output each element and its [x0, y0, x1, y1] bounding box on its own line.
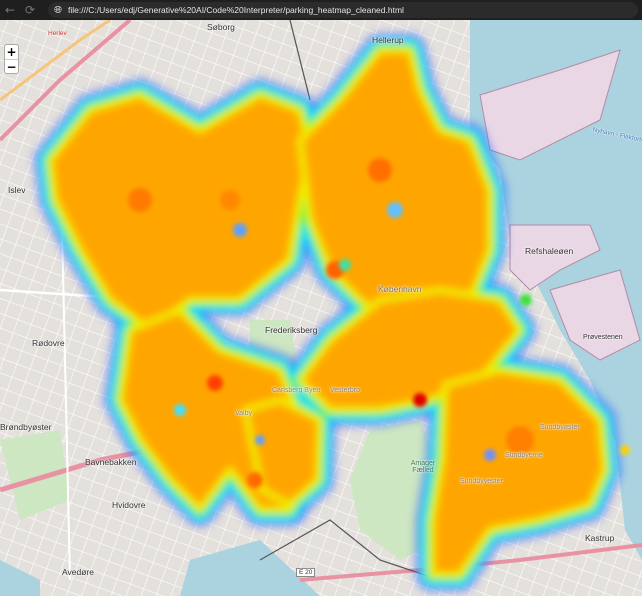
place-label: Prøvestenen	[583, 334, 623, 341]
place-label: Sundbyvester	[460, 478, 503, 485]
place-label: Islev	[8, 185, 26, 195]
place-label: Frederiksberg	[265, 325, 318, 335]
place-label: Herlev	[48, 30, 67, 37]
road-label: E 20	[296, 568, 316, 577]
url-text: file:///C:/Users/edj/Generative%20AI/Cod…	[68, 5, 404, 15]
globe-icon: 🌐︎	[54, 4, 62, 16]
place-label: Hellerup	[372, 35, 404, 45]
zoom-out-button[interactable]: −	[5, 59, 18, 74]
harbour-islands	[479, 49, 641, 361]
map-view[interactable]: Søborg Hellerup Herlev Islev Rødovre Fre…	[0, 20, 642, 596]
place-label: Amager Fælled	[410, 460, 436, 474]
address-bar[interactable]: 🌐︎ file:///C:/Users/edj/Generative%20AI/…	[48, 2, 638, 18]
place-label: København	[378, 284, 422, 294]
place-label: Vesterbro	[330, 387, 360, 394]
map-canvas	[0, 20, 642, 596]
place-label: Avedøre	[62, 567, 94, 577]
zoom-control: + −	[4, 44, 19, 74]
browser-toolbar: ← ⟳ 🌐︎ file:///C:/Users/edj/Generative%2…	[0, 0, 642, 20]
heatmap-hotspots	[128, 158, 534, 488]
zoom-in-button[interactable]: +	[6, 45, 17, 59]
place-label: Valby	[235, 410, 252, 417]
place-label: Kastrup	[585, 533, 615, 543]
back-button[interactable]: ←	[4, 3, 16, 17]
place-label: Hvidovre	[112, 500, 146, 510]
place-label: Rødovre	[32, 338, 65, 348]
heatmap-layer	[50, 50, 605, 575]
heatmap-holes	[174, 202, 630, 461]
place-label: Carlsberg Byen	[272, 387, 321, 394]
place-label: Sundbyøster	[540, 424, 580, 431]
place-label: Søborg	[207, 22, 235, 32]
place-label: Bavnebakken	[85, 457, 137, 467]
place-label: Refshaleøen	[525, 246, 574, 256]
place-label: Brøndbyøster	[0, 422, 52, 432]
reload-button[interactable]: ⟳	[24, 3, 36, 17]
place-label: Sundbyerne	[505, 452, 543, 459]
